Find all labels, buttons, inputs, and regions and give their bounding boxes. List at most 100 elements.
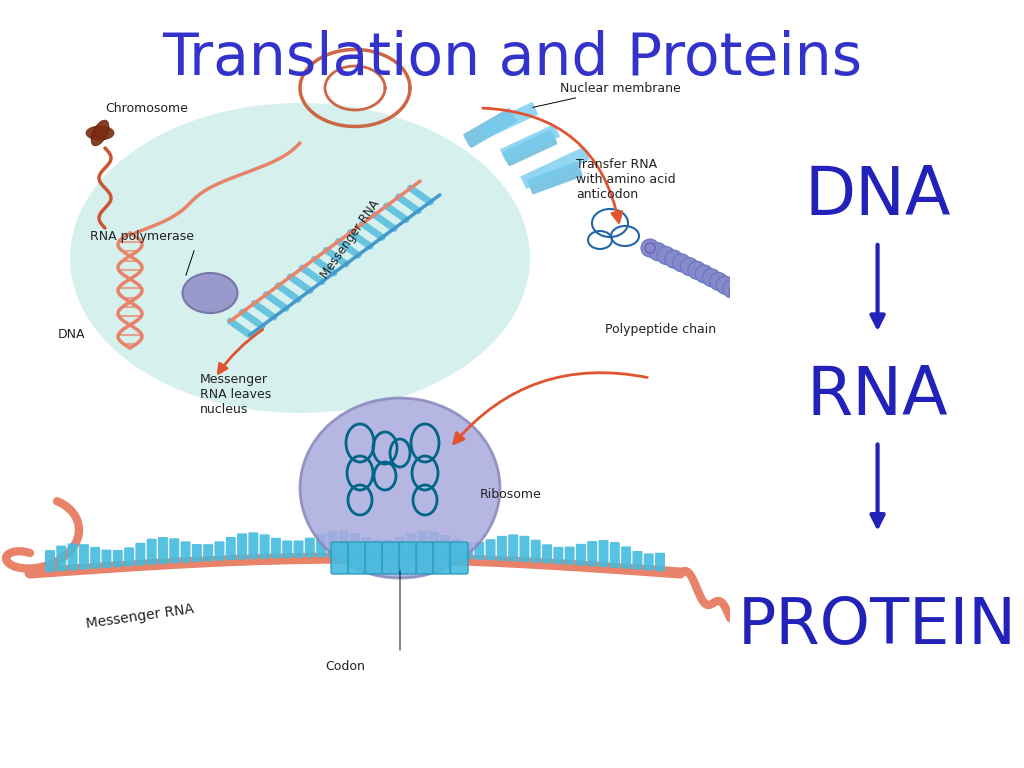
FancyBboxPatch shape: [644, 554, 653, 571]
Circle shape: [777, 362, 796, 379]
Circle shape: [769, 380, 786, 398]
Bar: [520, 147, 590, 189]
Circle shape: [745, 295, 764, 313]
Circle shape: [762, 391, 780, 409]
Ellipse shape: [91, 120, 109, 146]
Circle shape: [780, 343, 798, 361]
Circle shape: [649, 243, 667, 260]
FancyBboxPatch shape: [101, 550, 112, 568]
Circle shape: [776, 328, 795, 346]
Circle shape: [645, 243, 655, 253]
Circle shape: [779, 339, 798, 357]
Circle shape: [680, 257, 698, 276]
Circle shape: [779, 336, 797, 353]
Circle shape: [778, 332, 796, 349]
Circle shape: [773, 372, 791, 391]
FancyBboxPatch shape: [610, 542, 620, 568]
FancyBboxPatch shape: [382, 542, 400, 574]
Circle shape: [688, 261, 706, 280]
FancyArrowPatch shape: [482, 108, 622, 222]
FancyBboxPatch shape: [418, 531, 428, 558]
Circle shape: [778, 358, 797, 376]
FancyBboxPatch shape: [450, 542, 468, 574]
FancyBboxPatch shape: [429, 531, 439, 558]
FancyBboxPatch shape: [633, 551, 642, 570]
FancyBboxPatch shape: [508, 535, 518, 561]
FancyBboxPatch shape: [440, 535, 451, 558]
FancyBboxPatch shape: [225, 537, 236, 560]
Bar: [500, 124, 560, 162]
Circle shape: [771, 376, 788, 395]
Circle shape: [757, 399, 775, 417]
Circle shape: [767, 384, 784, 402]
Circle shape: [716, 276, 734, 294]
FancyBboxPatch shape: [328, 531, 337, 557]
Circle shape: [755, 402, 773, 420]
FancyBboxPatch shape: [180, 541, 190, 562]
FancyBboxPatch shape: [203, 545, 213, 561]
FancyBboxPatch shape: [598, 540, 608, 567]
Circle shape: [774, 369, 793, 387]
FancyBboxPatch shape: [399, 542, 417, 574]
Text: RNA: RNA: [807, 362, 948, 429]
Ellipse shape: [86, 126, 114, 140]
Text: Nuclear membrane: Nuclear membrane: [532, 81, 681, 108]
Circle shape: [735, 287, 753, 305]
Text: Messenger RNA: Messenger RNA: [85, 602, 195, 631]
Circle shape: [780, 350, 798, 369]
Text: PROTEIN: PROTEIN: [738, 595, 1017, 657]
FancyBboxPatch shape: [169, 538, 179, 563]
FancyBboxPatch shape: [283, 541, 292, 558]
FancyBboxPatch shape: [416, 542, 434, 574]
Text: Polypeptide chain: Polypeptide chain: [605, 323, 716, 336]
Circle shape: [751, 299, 768, 316]
FancyBboxPatch shape: [294, 541, 303, 558]
FancyBboxPatch shape: [45, 550, 55, 572]
Circle shape: [729, 283, 746, 302]
Circle shape: [780, 346, 798, 365]
Text: Messenger RNA: Messenger RNA: [318, 197, 382, 281]
FancyArrowPatch shape: [218, 329, 263, 373]
FancyBboxPatch shape: [191, 544, 202, 562]
FancyBboxPatch shape: [146, 538, 157, 564]
FancyBboxPatch shape: [271, 538, 281, 558]
Circle shape: [755, 302, 773, 320]
FancyBboxPatch shape: [79, 545, 89, 570]
FancyBboxPatch shape: [56, 545, 67, 571]
Circle shape: [702, 269, 721, 286]
Text: Translation and Proteins: Translation and Proteins: [162, 30, 862, 87]
Circle shape: [723, 280, 740, 298]
FancyBboxPatch shape: [474, 542, 484, 560]
Circle shape: [774, 324, 793, 343]
Text: Ribosome: Ribosome: [480, 488, 542, 501]
Circle shape: [740, 291, 759, 309]
FancyBboxPatch shape: [90, 547, 100, 568]
Text: RNA polymerase: RNA polymerase: [90, 230, 194, 243]
FancyBboxPatch shape: [527, 162, 583, 194]
FancyBboxPatch shape: [407, 533, 417, 558]
FancyBboxPatch shape: [384, 540, 394, 557]
FancyBboxPatch shape: [158, 537, 168, 564]
Bar: [482, 102, 539, 137]
FancyBboxPatch shape: [305, 538, 314, 558]
FancyBboxPatch shape: [463, 108, 517, 147]
FancyArrowPatch shape: [454, 372, 647, 443]
FancyBboxPatch shape: [622, 546, 631, 568]
Text: Messenger
RNA leaves
nucleus: Messenger RNA leaves nucleus: [200, 373, 271, 416]
Circle shape: [764, 388, 782, 406]
FancyBboxPatch shape: [587, 541, 597, 566]
FancyBboxPatch shape: [463, 542, 473, 559]
Circle shape: [769, 317, 787, 335]
FancyBboxPatch shape: [260, 535, 269, 559]
Ellipse shape: [182, 273, 238, 313]
Circle shape: [776, 366, 795, 383]
FancyBboxPatch shape: [249, 532, 258, 559]
FancyBboxPatch shape: [485, 539, 496, 560]
FancyBboxPatch shape: [553, 547, 563, 564]
FancyBboxPatch shape: [316, 534, 326, 558]
Ellipse shape: [70, 103, 530, 413]
Circle shape: [710, 273, 727, 290]
Text: DNA: DNA: [58, 328, 85, 341]
Circle shape: [779, 354, 798, 372]
Circle shape: [665, 250, 683, 268]
